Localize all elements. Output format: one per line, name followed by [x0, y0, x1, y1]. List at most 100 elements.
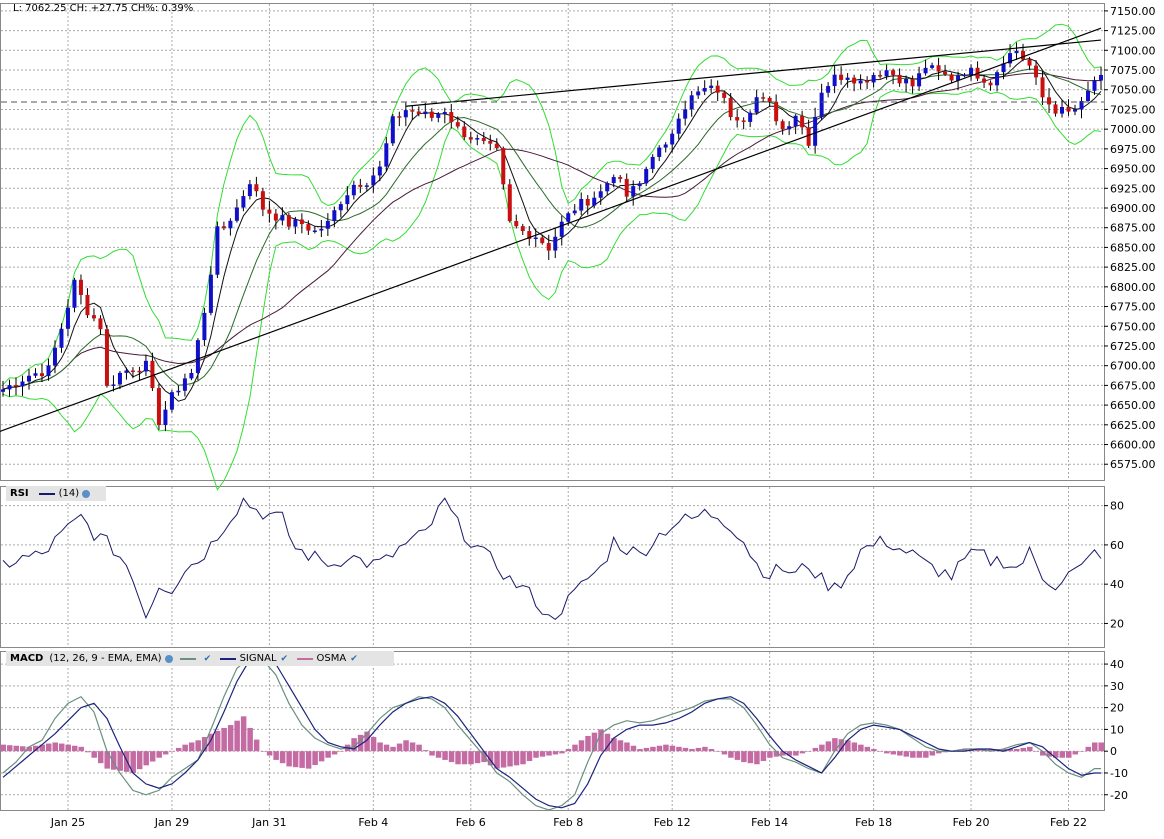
osma-bar [526, 751, 533, 761]
candle-body [260, 191, 265, 210]
osma-bar [1053, 751, 1059, 758]
candle-body [943, 71, 948, 75]
candle-body [676, 118, 681, 134]
candle-body [78, 279, 83, 295]
candle-body [644, 168, 649, 184]
candle-body [962, 74, 967, 77]
candle-body [436, 114, 441, 118]
macd-legend[interactable]: MACD (12, 26, 9 - EMA, EMA) ✔ SIGNAL ✔ O… [6, 651, 394, 666]
osma-bar [598, 729, 604, 752]
candle-body [923, 67, 928, 74]
candle-body [670, 133, 675, 145]
candle-body [624, 178, 629, 197]
macd-line [2, 656, 1101, 811]
candle-body [1027, 59, 1032, 66]
candle-body [410, 110, 415, 112]
candle-body [969, 67, 974, 75]
candle-body [189, 373, 194, 379]
osma-bar [864, 746, 871, 752]
rsi-legend[interactable]: RSI (14) [6, 486, 106, 501]
osma-bar [728, 751, 734, 758]
osma-bar [318, 751, 325, 762]
rsi-legend-param: (14) [58, 488, 80, 499]
candle-body [585, 199, 590, 206]
osma-bar [721, 751, 728, 755]
candle-body [455, 122, 460, 127]
osma-bar [429, 751, 435, 756]
candle-body [26, 375, 31, 382]
osma-bar [676, 746, 682, 752]
candle-body [793, 115, 798, 127]
candle-body [475, 138, 480, 140]
osma-bar [1046, 751, 1053, 757]
x-tick-label: Feb 14 [751, 816, 788, 829]
candle-body [787, 126, 792, 130]
candle-body [559, 221, 564, 237]
osma-bar [45, 743, 52, 752]
y-tick-label: 6825.00 [1110, 261, 1156, 274]
candle-body [878, 75, 883, 77]
candle-body [631, 186, 636, 197]
osma-bar [708, 749, 715, 752]
trendline [0, 27, 1102, 433]
candle-body [1014, 50, 1019, 54]
osma-bar [1033, 751, 1040, 752]
osma-bar [799, 751, 806, 754]
candle-body [728, 97, 733, 118]
checkmark-icon[interactable]: ✔ [350, 653, 358, 664]
osma-bar [767, 751, 773, 758]
candle-body [169, 392, 174, 410]
osma-bar [747, 751, 754, 764]
candle-body [208, 274, 213, 313]
x-tick-label: Feb 4 [358, 816, 388, 829]
osma-bar [78, 746, 84, 752]
candle-body [338, 204, 343, 211]
candle-body [780, 121, 785, 130]
candle-body [137, 370, 142, 373]
candle-body [241, 196, 246, 208]
candle-body [429, 111, 434, 118]
y-tick-label: 0 [1110, 745, 1117, 758]
y-tick-label: 6700.00 [1110, 360, 1156, 373]
osma-bar [663, 744, 669, 752]
osma-bar [1072, 751, 1079, 755]
candle-body [501, 148, 506, 185]
y-tick-label: 6925.00 [1110, 182, 1156, 195]
osma-bar [364, 731, 370, 752]
osma-bar [305, 751, 312, 769]
y-tick-label: 20 [1110, 702, 1124, 715]
candle-body [332, 210, 337, 221]
osma-bar [195, 740, 201, 752]
candle-body [163, 409, 168, 426]
settings-icon[interactable] [82, 489, 91, 498]
osma-bar [396, 743, 403, 752]
osma-bar [39, 744, 45, 752]
osma-bar [910, 751, 916, 758]
candle-body [319, 228, 324, 231]
osma-bar [331, 751, 338, 755]
x-tick-label: Jan 29 [154, 816, 189, 829]
candle-body [1047, 97, 1052, 105]
checkmark-icon[interactable]: ✔ [203, 653, 212, 664]
candle-body [598, 191, 603, 198]
osma-bar [500, 751, 507, 768]
candle-body [611, 177, 616, 184]
candle-body [930, 65, 935, 68]
osma-bar [975, 749, 981, 752]
candle-body [364, 185, 369, 187]
candle-body [1099, 74, 1103, 81]
candle-body [774, 101, 779, 122]
osma-bar [52, 742, 58, 752]
candle-body [1001, 63, 1006, 73]
candle-body [390, 116, 395, 144]
osma-bar [325, 751, 331, 758]
settings-icon[interactable] [164, 654, 173, 663]
osma-bar [6, 745, 13, 752]
checkmark-icon[interactable]: ✔ [280, 653, 289, 664]
osma-bar [208, 733, 214, 752]
osma-bar [656, 745, 663, 752]
y-tick-label: 6650.00 [1110, 399, 1156, 412]
osma-bar [357, 734, 364, 752]
osma-bar [1007, 749, 1014, 752]
osma-bar [143, 751, 149, 766]
